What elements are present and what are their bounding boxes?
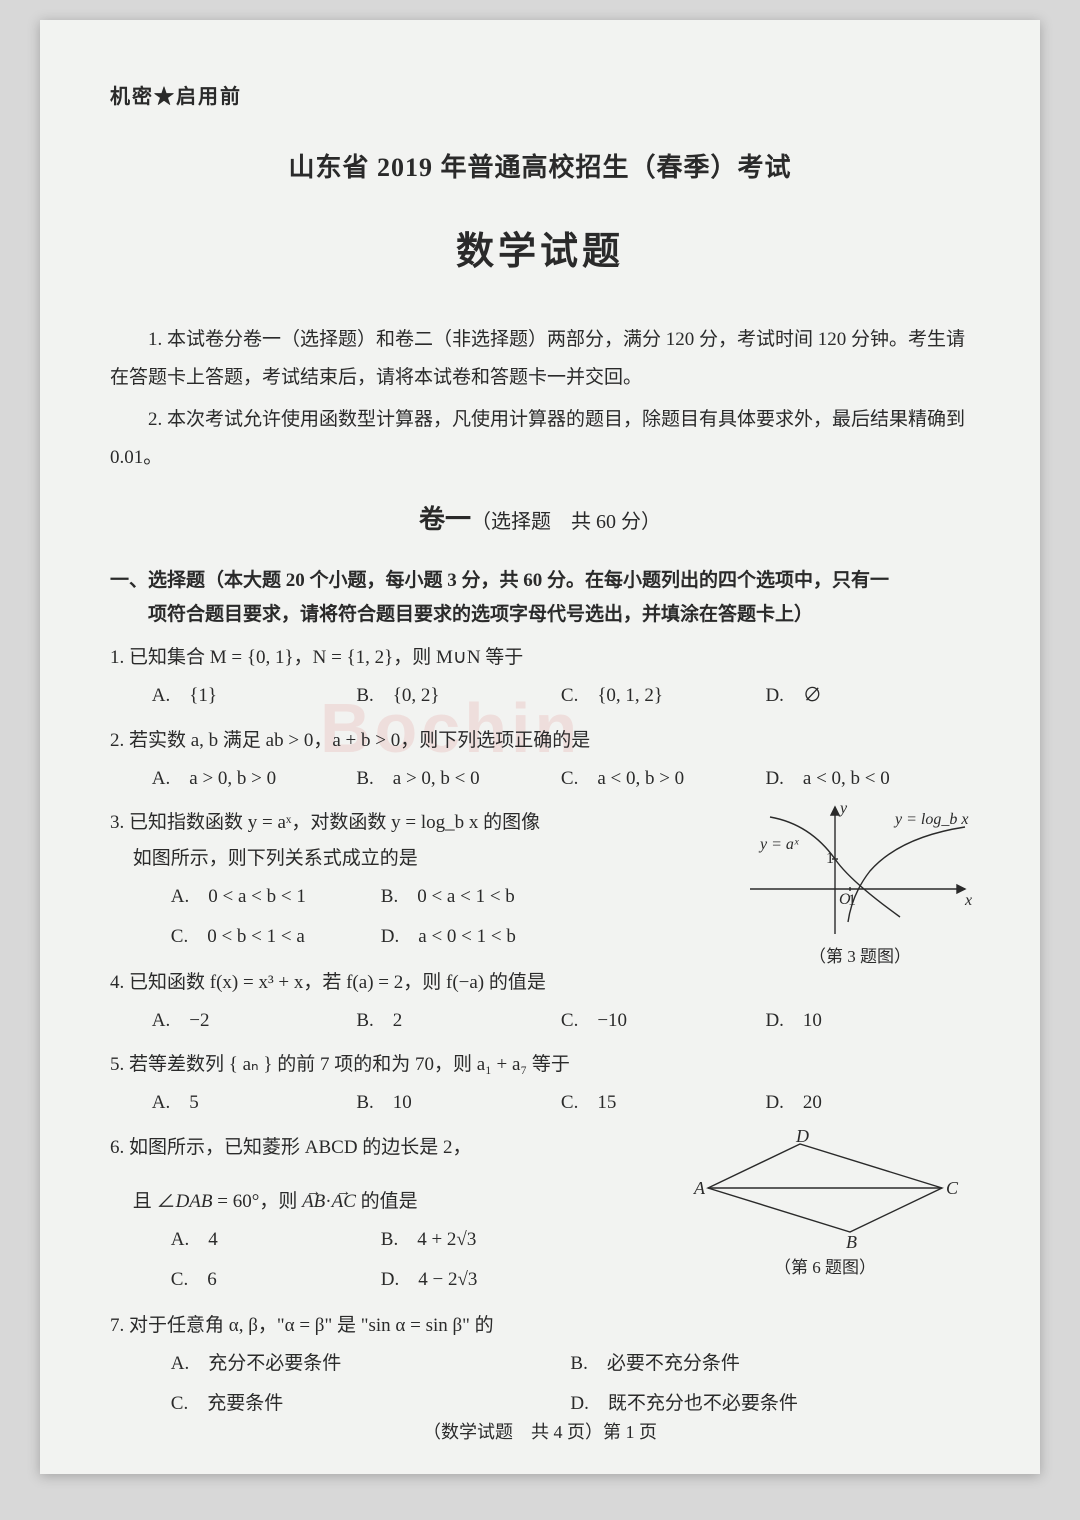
- q5-stem: 5. 若等差数列 { aₙ } 的前 7 项的和为 70，则 a₁ + a₇ 等…: [110, 1047, 970, 1083]
- part-header: 卷一（选择题 共 60 分）: [110, 499, 970, 536]
- q5-opt-A: A. 5: [152, 1085, 357, 1121]
- q6-figure-caption: （第 6 题图）: [690, 1252, 960, 1284]
- part-header-big: 卷一: [419, 505, 471, 534]
- q5-options: A. 5 B. 10 C. 15 D. 20: [110, 1085, 970, 1121]
- log-curve: [848, 827, 965, 922]
- q6-opt-A: A. 4: [171, 1220, 381, 1260]
- q1-options: A. {1} B. {0, 2} C. {0, 1, 2} D. ∅: [110, 678, 970, 714]
- question-3: 3. 已知指数函数 y = aˣ，对数函数 y = log_b x 的图像 如图…: [110, 805, 970, 957]
- question-6: 6. 如图所示，已知菱形 ABCD 的边长是 2， 且 ∠DAB = 60°，则…: [110, 1130, 970, 1300]
- q2-opt-D: D. a < 0, b < 0: [765, 761, 970, 797]
- question-4: 4. 已知函数 f(x) = x³ + x，若 f(a) = 2，则 f(−a)…: [110, 965, 970, 1039]
- svg-text:x: x: [964, 892, 972, 909]
- exam-title-line2: 数学试题: [110, 220, 970, 275]
- q3-figure-svg: O 1 1 x y y = aˣ y = log_b x: [740, 799, 980, 939]
- q2-options: A. a > 0, b > 0 B. a > 0, b < 0 C. a < 0…: [110, 761, 970, 797]
- q6-stem-line2: 且 ∠DAB = 60°，则 →AB·→AC 的值是: [110, 1184, 418, 1220]
- question-1: 1. 已知集合 M = {0, 1}，N = {1, 2}，则 M∪N 等于 A…: [110, 640, 970, 714]
- q1-opt-B: B. {0, 2}: [356, 678, 561, 714]
- q3-opt-D: D. a < 0 < 1 < b: [381, 917, 591, 957]
- q7-options: A. 充分不必要条件 B. 必要不充分条件 C. 充要条件 D. 既不充分也不必…: [110, 1344, 970, 1424]
- q3-opt-C: C. 0 < b < 1 < a: [171, 917, 381, 957]
- exam-title-line1: 山东省 2019 年普通高校招生（春季）考试: [110, 147, 970, 184]
- q4-opt-A: A. −2: [152, 1003, 357, 1039]
- q3-opt-B: B. 0 < a < 1 < b: [381, 877, 591, 917]
- q2-opt-C: C. a < 0, b > 0: [561, 761, 766, 797]
- q4-stem: 4. 已知函数 f(x) = x³ + x，若 f(a) = 2，则 f(−a)…: [110, 965, 970, 1001]
- svg-text:y = log_b x: y = log_b x: [893, 811, 968, 828]
- q4-opt-D: D. 10: [765, 1003, 970, 1039]
- q5-opt-C: C. 15: [561, 1085, 766, 1121]
- exam-page: Bochin 机密★启用前 山东省 2019 年普通高校招生（春季）考试 数学试…: [40, 20, 1040, 1474]
- q1-stem: 1. 已知集合 M = {0, 1}，N = {1, 2}，则 M∪N 等于: [110, 640, 970, 676]
- svg-text:B: B: [846, 1232, 857, 1250]
- q3-opt-A: A. 0 < a < b < 1: [171, 877, 381, 917]
- q2-stem: 2. 若实数 a, b 满足 ab > 0，a + b > 0，则下列选项正确的…: [110, 723, 970, 759]
- page-footer: （数学试题 共 4 页）第 1 页: [40, 1418, 1040, 1444]
- q6-opt-D: D. 4 − 2√3: [381, 1260, 591, 1300]
- section-1-line2: 项符合题目要求，请将符合题目要求的选项字母代号选出，并填涂在答题卡上）: [110, 598, 970, 632]
- svg-text:D: D: [795, 1130, 809, 1146]
- q6-opt-C: C. 6: [171, 1260, 381, 1300]
- q4-opt-B: B. 2: [356, 1003, 561, 1039]
- q4-opt-C: C. −10: [561, 1003, 766, 1039]
- secrecy-mark: 机密★启用前: [110, 80, 970, 109]
- q7-opt-B: B. 必要不充分条件: [570, 1344, 970, 1384]
- section-1-header: 一、选择题（本大题 20 个小题，每小题 3 分，共 60 分。在每小题列出的四…: [110, 564, 970, 632]
- instruction-1: 1. 本试卷分卷一（选择题）和卷二（非选择题）两部分，满分 120 分，考试时间…: [110, 321, 970, 397]
- part-header-rest: （选择题 共 60 分）: [471, 511, 661, 533]
- q1-opt-C: C. {0, 1, 2}: [561, 678, 766, 714]
- section-1-line1: 一、选择题（本大题 20 个小题，每小题 3 分，共 60 分。在每小题列出的四…: [110, 570, 889, 591]
- q4-options: A. −2 B. 2 C. −10 D. 10: [110, 1003, 970, 1039]
- instruction-2: 2. 本次考试允许使用函数型计算器，凡使用计算器的题目，除题目有具体要求外，最后…: [110, 401, 970, 477]
- q7-stem: 7. 对于任意角 α, β，"α = β" 是 "sin α = sin β" …: [110, 1308, 970, 1344]
- svg-text:A: A: [693, 1178, 706, 1198]
- q5-opt-D: D. 20: [765, 1085, 970, 1121]
- q6-opt-B: B. 4 + 2√3: [381, 1220, 591, 1260]
- question-5: 5. 若等差数列 { aₙ } 的前 7 项的和为 70，则 a₁ + a₇ 等…: [110, 1047, 970, 1121]
- question-2: 2. 若实数 a, b 满足 ab > 0，a + b > 0，则下列选项正确的…: [110, 723, 970, 797]
- question-7: 7. 对于任意角 α, β，"α = β" 是 "sin α = sin β" …: [110, 1308, 970, 1424]
- svg-text:C: C: [946, 1178, 959, 1198]
- q6-figure: A D C B （第 6 题图）: [690, 1130, 960, 1284]
- q1-opt-D: D. ∅: [765, 678, 970, 714]
- svg-text:1: 1: [848, 892, 856, 909]
- q3-options: A. 0 < a < b < 1 B. 0 < a < 1 < b C. 0 <…: [110, 877, 591, 957]
- q2-opt-B: B. a > 0, b < 0: [356, 761, 561, 797]
- q2-opt-A: A. a > 0, b > 0: [152, 761, 357, 797]
- q1-opt-A: A. {1}: [152, 678, 357, 714]
- q6-options: A. 4 B. 4 + 2√3 C. 6 D. 4 − 2√3: [110, 1220, 591, 1300]
- q7-opt-A: A. 充分不必要条件: [171, 1344, 571, 1384]
- q5-opt-B: B. 10: [356, 1085, 561, 1121]
- svg-text:1: 1: [826, 850, 834, 867]
- svg-text:y: y: [838, 800, 848, 817]
- q6-figure-svg: A D C B: [690, 1130, 960, 1250]
- svg-text:y = aˣ: y = aˣ: [758, 836, 799, 853]
- q3-figure: O 1 1 x y y = aˣ y = log_b x （第 3 题图）: [740, 799, 980, 973]
